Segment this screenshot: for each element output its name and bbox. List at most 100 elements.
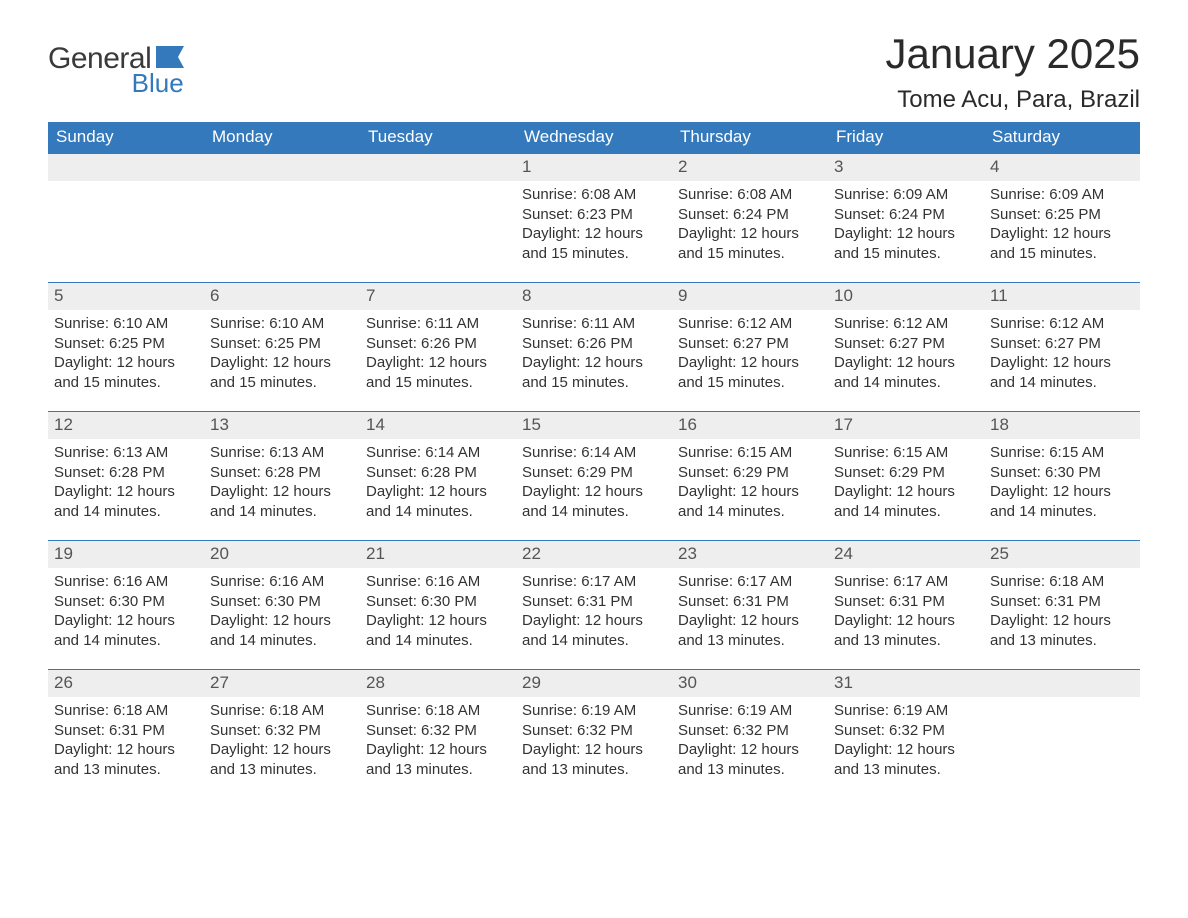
- sunset-text: Sunset: 6:26 PM: [522, 334, 666, 354]
- day-number: 20: [204, 541, 360, 568]
- sunrise-text: Sunrise: 6:17 AM: [834, 572, 978, 592]
- daylight-text-line1: Daylight: 12 hours: [678, 353, 822, 373]
- sunset-text: Sunset: 6:31 PM: [522, 592, 666, 612]
- day-content: Sunrise: 6:18 AMSunset: 6:31 PMDaylight:…: [48, 697, 204, 785]
- daylight-text-line1: Daylight: 12 hours: [990, 611, 1134, 631]
- day-cell: 14Sunrise: 6:14 AMSunset: 6:28 PMDayligh…: [360, 412, 516, 540]
- calendar: Sunday Monday Tuesday Wednesday Thursday…: [48, 122, 1140, 798]
- daylight-text-line2: and 14 minutes.: [990, 502, 1134, 522]
- flag-icon: [156, 46, 184, 68]
- day-number: 4: [984, 154, 1140, 181]
- day-number: 19: [48, 541, 204, 568]
- daylight-text-line1: Daylight: 12 hours: [834, 611, 978, 631]
- weekday-header: Thursday: [672, 122, 828, 153]
- day-number: 29: [516, 670, 672, 697]
- daylight-text-line1: Daylight: 12 hours: [366, 482, 510, 502]
- sunrise-text: Sunrise: 6:17 AM: [678, 572, 822, 592]
- sunset-text: Sunset: 6:23 PM: [522, 205, 666, 225]
- day-cell: 19Sunrise: 6:16 AMSunset: 6:30 PMDayligh…: [48, 541, 204, 669]
- daylight-text-line2: and 14 minutes.: [834, 373, 978, 393]
- day-number: 31: [828, 670, 984, 697]
- sunset-text: Sunset: 6:28 PM: [210, 463, 354, 483]
- sunset-text: Sunset: 6:25 PM: [54, 334, 198, 354]
- day-cell: 15Sunrise: 6:14 AMSunset: 6:29 PMDayligh…: [516, 412, 672, 540]
- daylight-text-line1: Daylight: 12 hours: [834, 482, 978, 502]
- sunset-text: Sunset: 6:31 PM: [990, 592, 1134, 612]
- sunset-text: Sunset: 6:27 PM: [678, 334, 822, 354]
- sunrise-text: Sunrise: 6:10 AM: [210, 314, 354, 334]
- sunrise-text: Sunrise: 6:12 AM: [990, 314, 1134, 334]
- sunset-text: Sunset: 6:30 PM: [990, 463, 1134, 483]
- day-cell: [360, 154, 516, 282]
- daylight-text-line2: and 13 minutes.: [54, 760, 198, 780]
- day-cell: 30Sunrise: 6:19 AMSunset: 6:32 PMDayligh…: [672, 670, 828, 798]
- daylight-text-line1: Daylight: 12 hours: [54, 482, 198, 502]
- sunset-text: Sunset: 6:24 PM: [678, 205, 822, 225]
- day-number: 14: [360, 412, 516, 439]
- day-cell: 26Sunrise: 6:18 AMSunset: 6:31 PMDayligh…: [48, 670, 204, 798]
- day-content: Sunrise: 6:18 AMSunset: 6:32 PMDaylight:…: [204, 697, 360, 785]
- daylight-text-line1: Daylight: 12 hours: [210, 740, 354, 760]
- sunrise-text: Sunrise: 6:15 AM: [990, 443, 1134, 463]
- weekday-header: Friday: [828, 122, 984, 153]
- day-content: Sunrise: 6:18 AMSunset: 6:31 PMDaylight:…: [984, 568, 1140, 656]
- day-cell: 4Sunrise: 6:09 AMSunset: 6:25 PMDaylight…: [984, 154, 1140, 282]
- daylight-text-line1: Daylight: 12 hours: [522, 740, 666, 760]
- daylight-text-line1: Daylight: 12 hours: [990, 353, 1134, 373]
- sunset-text: Sunset: 6:30 PM: [54, 592, 198, 612]
- sunrise-text: Sunrise: 6:08 AM: [522, 185, 666, 205]
- sunset-text: Sunset: 6:27 PM: [990, 334, 1134, 354]
- day-number: 18: [984, 412, 1140, 439]
- daylight-text-line1: Daylight: 12 hours: [210, 611, 354, 631]
- sunrise-text: Sunrise: 6:18 AM: [366, 701, 510, 721]
- sunset-text: Sunset: 6:31 PM: [834, 592, 978, 612]
- day-number: 12: [48, 412, 204, 439]
- daylight-text-line1: Daylight: 12 hours: [678, 611, 822, 631]
- daylight-text-line2: and 14 minutes.: [522, 502, 666, 522]
- week-row: 26Sunrise: 6:18 AMSunset: 6:31 PMDayligh…: [48, 669, 1140, 798]
- day-cell: 16Sunrise: 6:15 AMSunset: 6:29 PMDayligh…: [672, 412, 828, 540]
- day-cell: 5Sunrise: 6:10 AMSunset: 6:25 PMDaylight…: [48, 283, 204, 411]
- sunset-text: Sunset: 6:25 PM: [990, 205, 1134, 225]
- sunrise-text: Sunrise: 6:14 AM: [366, 443, 510, 463]
- day-cell: 8Sunrise: 6:11 AMSunset: 6:26 PMDaylight…: [516, 283, 672, 411]
- daylight-text-line1: Daylight: 12 hours: [990, 482, 1134, 502]
- day-content: Sunrise: 6:12 AMSunset: 6:27 PMDaylight:…: [672, 310, 828, 398]
- day-number: 13: [204, 412, 360, 439]
- day-cell: 23Sunrise: 6:17 AMSunset: 6:31 PMDayligh…: [672, 541, 828, 669]
- day-number: 10: [828, 283, 984, 310]
- sunrise-text: Sunrise: 6:19 AM: [522, 701, 666, 721]
- daylight-text-line2: and 13 minutes.: [678, 631, 822, 651]
- day-number: 26: [48, 670, 204, 697]
- daylight-text-line1: Daylight: 12 hours: [54, 740, 198, 760]
- day-cell: 24Sunrise: 6:17 AMSunset: 6:31 PMDayligh…: [828, 541, 984, 669]
- day-content: Sunrise: 6:19 AMSunset: 6:32 PMDaylight:…: [516, 697, 672, 785]
- sunrise-text: Sunrise: 6:09 AM: [990, 185, 1134, 205]
- day-content: Sunrise: 6:09 AMSunset: 6:24 PMDaylight:…: [828, 181, 984, 269]
- day-cell: 22Sunrise: 6:17 AMSunset: 6:31 PMDayligh…: [516, 541, 672, 669]
- day-number: 6: [204, 283, 360, 310]
- day-cell: 7Sunrise: 6:11 AMSunset: 6:26 PMDaylight…: [360, 283, 516, 411]
- day-number: 8: [516, 283, 672, 310]
- daylight-text-line1: Daylight: 12 hours: [366, 611, 510, 631]
- location: Tome Acu, Para, Brazil: [885, 86, 1140, 114]
- sunrise-text: Sunrise: 6:10 AM: [54, 314, 198, 334]
- daylight-text-line2: and 13 minutes.: [366, 760, 510, 780]
- daylight-text-line2: and 15 minutes.: [366, 373, 510, 393]
- day-content: Sunrise: 6:15 AMSunset: 6:29 PMDaylight:…: [672, 439, 828, 527]
- day-content: Sunrise: 6:09 AMSunset: 6:25 PMDaylight:…: [984, 181, 1140, 269]
- day-number: 5: [48, 283, 204, 310]
- day-number: 27: [204, 670, 360, 697]
- day-cell: 17Sunrise: 6:15 AMSunset: 6:29 PMDayligh…: [828, 412, 984, 540]
- sunrise-text: Sunrise: 6:13 AM: [210, 443, 354, 463]
- daylight-text-line2: and 15 minutes.: [54, 373, 198, 393]
- day-content: Sunrise: 6:18 AMSunset: 6:32 PMDaylight:…: [360, 697, 516, 785]
- sunset-text: Sunset: 6:29 PM: [678, 463, 822, 483]
- sunset-text: Sunset: 6:27 PM: [834, 334, 978, 354]
- daylight-text-line1: Daylight: 12 hours: [522, 224, 666, 244]
- empty-day-bar: [48, 154, 204, 181]
- sunset-text: Sunset: 6:28 PM: [54, 463, 198, 483]
- week-row: 19Sunrise: 6:16 AMSunset: 6:30 PMDayligh…: [48, 540, 1140, 669]
- daylight-text-line1: Daylight: 12 hours: [522, 611, 666, 631]
- day-cell: 12Sunrise: 6:13 AMSunset: 6:28 PMDayligh…: [48, 412, 204, 540]
